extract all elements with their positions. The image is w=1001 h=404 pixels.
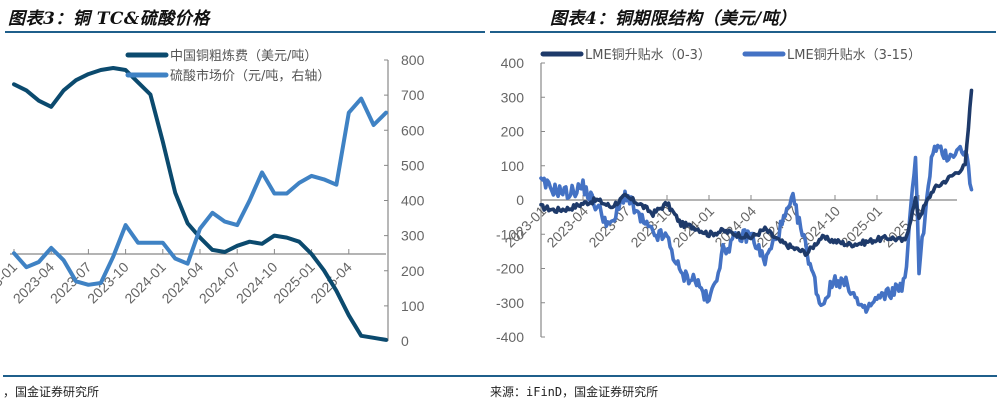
lme-3-15-series-line (539, 143, 974, 314)
right-y-tick-label: 400 (401, 193, 425, 209)
lme-0-3-series-line (539, 88, 974, 257)
right-y-tick-label: 700 (401, 87, 425, 103)
left-title-rule (5, 31, 485, 33)
right-chart-title: 图表4：铜期限结构（美元/吨） (550, 9, 797, 29)
right-source-note: 来源：iFinD，国金证券研究所 (490, 385, 659, 399)
legend-label: 硫酸市场价（元/吨，右轴） (170, 68, 330, 84)
right-y-tick-label: 200 (401, 263, 425, 279)
right-chart-panel: 图表4：铜期限结构（美元/吨） (490, 0, 1001, 404)
right-y-tick-label: 300 (401, 228, 425, 244)
left-chart-title: 图表3：铜 TC&硫酸价格 (8, 9, 210, 29)
x-tick-label: 2024-07 (753, 203, 801, 251)
copper-term-structure-chart: -400-300-200-10001002003004002023-012023… (496, 48, 974, 345)
y-tick-label: -100 (496, 226, 524, 242)
x-tick-label: 2024-04 (711, 203, 759, 251)
legend-label: 中国铜粗炼费（美元/吨） (170, 49, 317, 64)
tc-series-line (12, 66, 388, 342)
legend-label: LME铜升贴水（3-15） (787, 48, 921, 63)
y-tick-label: -200 (496, 261, 524, 277)
tc-sulfuric-acid-chart: 2023-012023-042023-072023-102024-012024-… (0, 49, 425, 349)
right-title-rule (490, 31, 996, 33)
legend-label: LME铜升贴水（0-3） (585, 48, 711, 63)
y-tick-label: 400 (501, 55, 525, 71)
left-source-note: ，国金证券研究所 (3, 385, 100, 399)
y-tick-label: -400 (496, 329, 524, 345)
y-tick-label: -300 (496, 295, 524, 311)
y-tick-label: 0 (516, 192, 524, 208)
left-chart-panel: 图表3：铜 TC&硫酸价格 (0, 0, 480, 404)
right-y-tick-label: 100 (401, 298, 425, 314)
footer-rule (3, 375, 997, 377)
right-y-tick-label: 0 (401, 333, 409, 349)
right-y-tick-label: 800 (401, 52, 425, 68)
y-tick-label: 300 (501, 89, 525, 105)
right-y-tick-label: 600 (401, 122, 425, 138)
sulfuric-acid-series-line (12, 96, 388, 287)
y-tick-label: 100 (501, 158, 525, 174)
right-y-tick-label: 500 (401, 157, 425, 173)
x-tick-label: 2023-07 (585, 203, 633, 251)
y-tick-label: 200 (501, 124, 525, 140)
